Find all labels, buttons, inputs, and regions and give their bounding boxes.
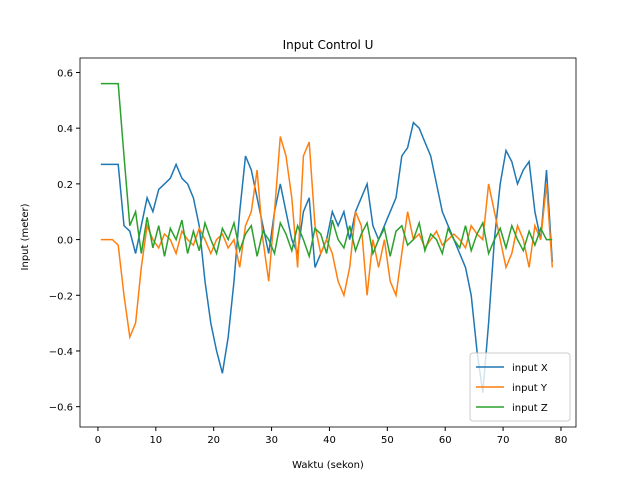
- x-tick-label: 10: [149, 435, 162, 446]
- x-tick-label: 0: [95, 435, 101, 446]
- y-tick-label: 0.0: [57, 236, 73, 247]
- x-tick-label: 30: [265, 435, 278, 446]
- y-tick-label: 0.6: [57, 68, 73, 79]
- y-tick-label: 0.4: [57, 124, 73, 135]
- plot-frame: [79, 57, 577, 428]
- y-axis-label: Input (meter): [20, 203, 31, 270]
- x-tick-label: 20: [207, 435, 220, 446]
- x-tick-label: 40: [323, 435, 336, 446]
- y-tick-label: −0.6: [49, 403, 73, 414]
- legend-box: [469, 352, 571, 422]
- legend-label: input Y: [512, 383, 548, 394]
- y-tick-label: 0.2: [57, 180, 73, 191]
- legend-label: input Z: [512, 403, 548, 414]
- line-series: [100, 82, 553, 260]
- y-tick-label: −0.2: [49, 291, 73, 302]
- x-tick-label: 70: [497, 435, 510, 446]
- chart-title: Input Control U: [283, 38, 374, 52]
- x-tick-label: 80: [555, 435, 568, 446]
- legend-label: input X: [512, 363, 548, 374]
- x-tick-label: 60: [439, 435, 452, 446]
- y-tick-label: −0.4: [49, 347, 73, 358]
- x-axis-label: Waktu (sekon): [292, 460, 364, 471]
- x-tick-label: 50: [381, 435, 394, 446]
